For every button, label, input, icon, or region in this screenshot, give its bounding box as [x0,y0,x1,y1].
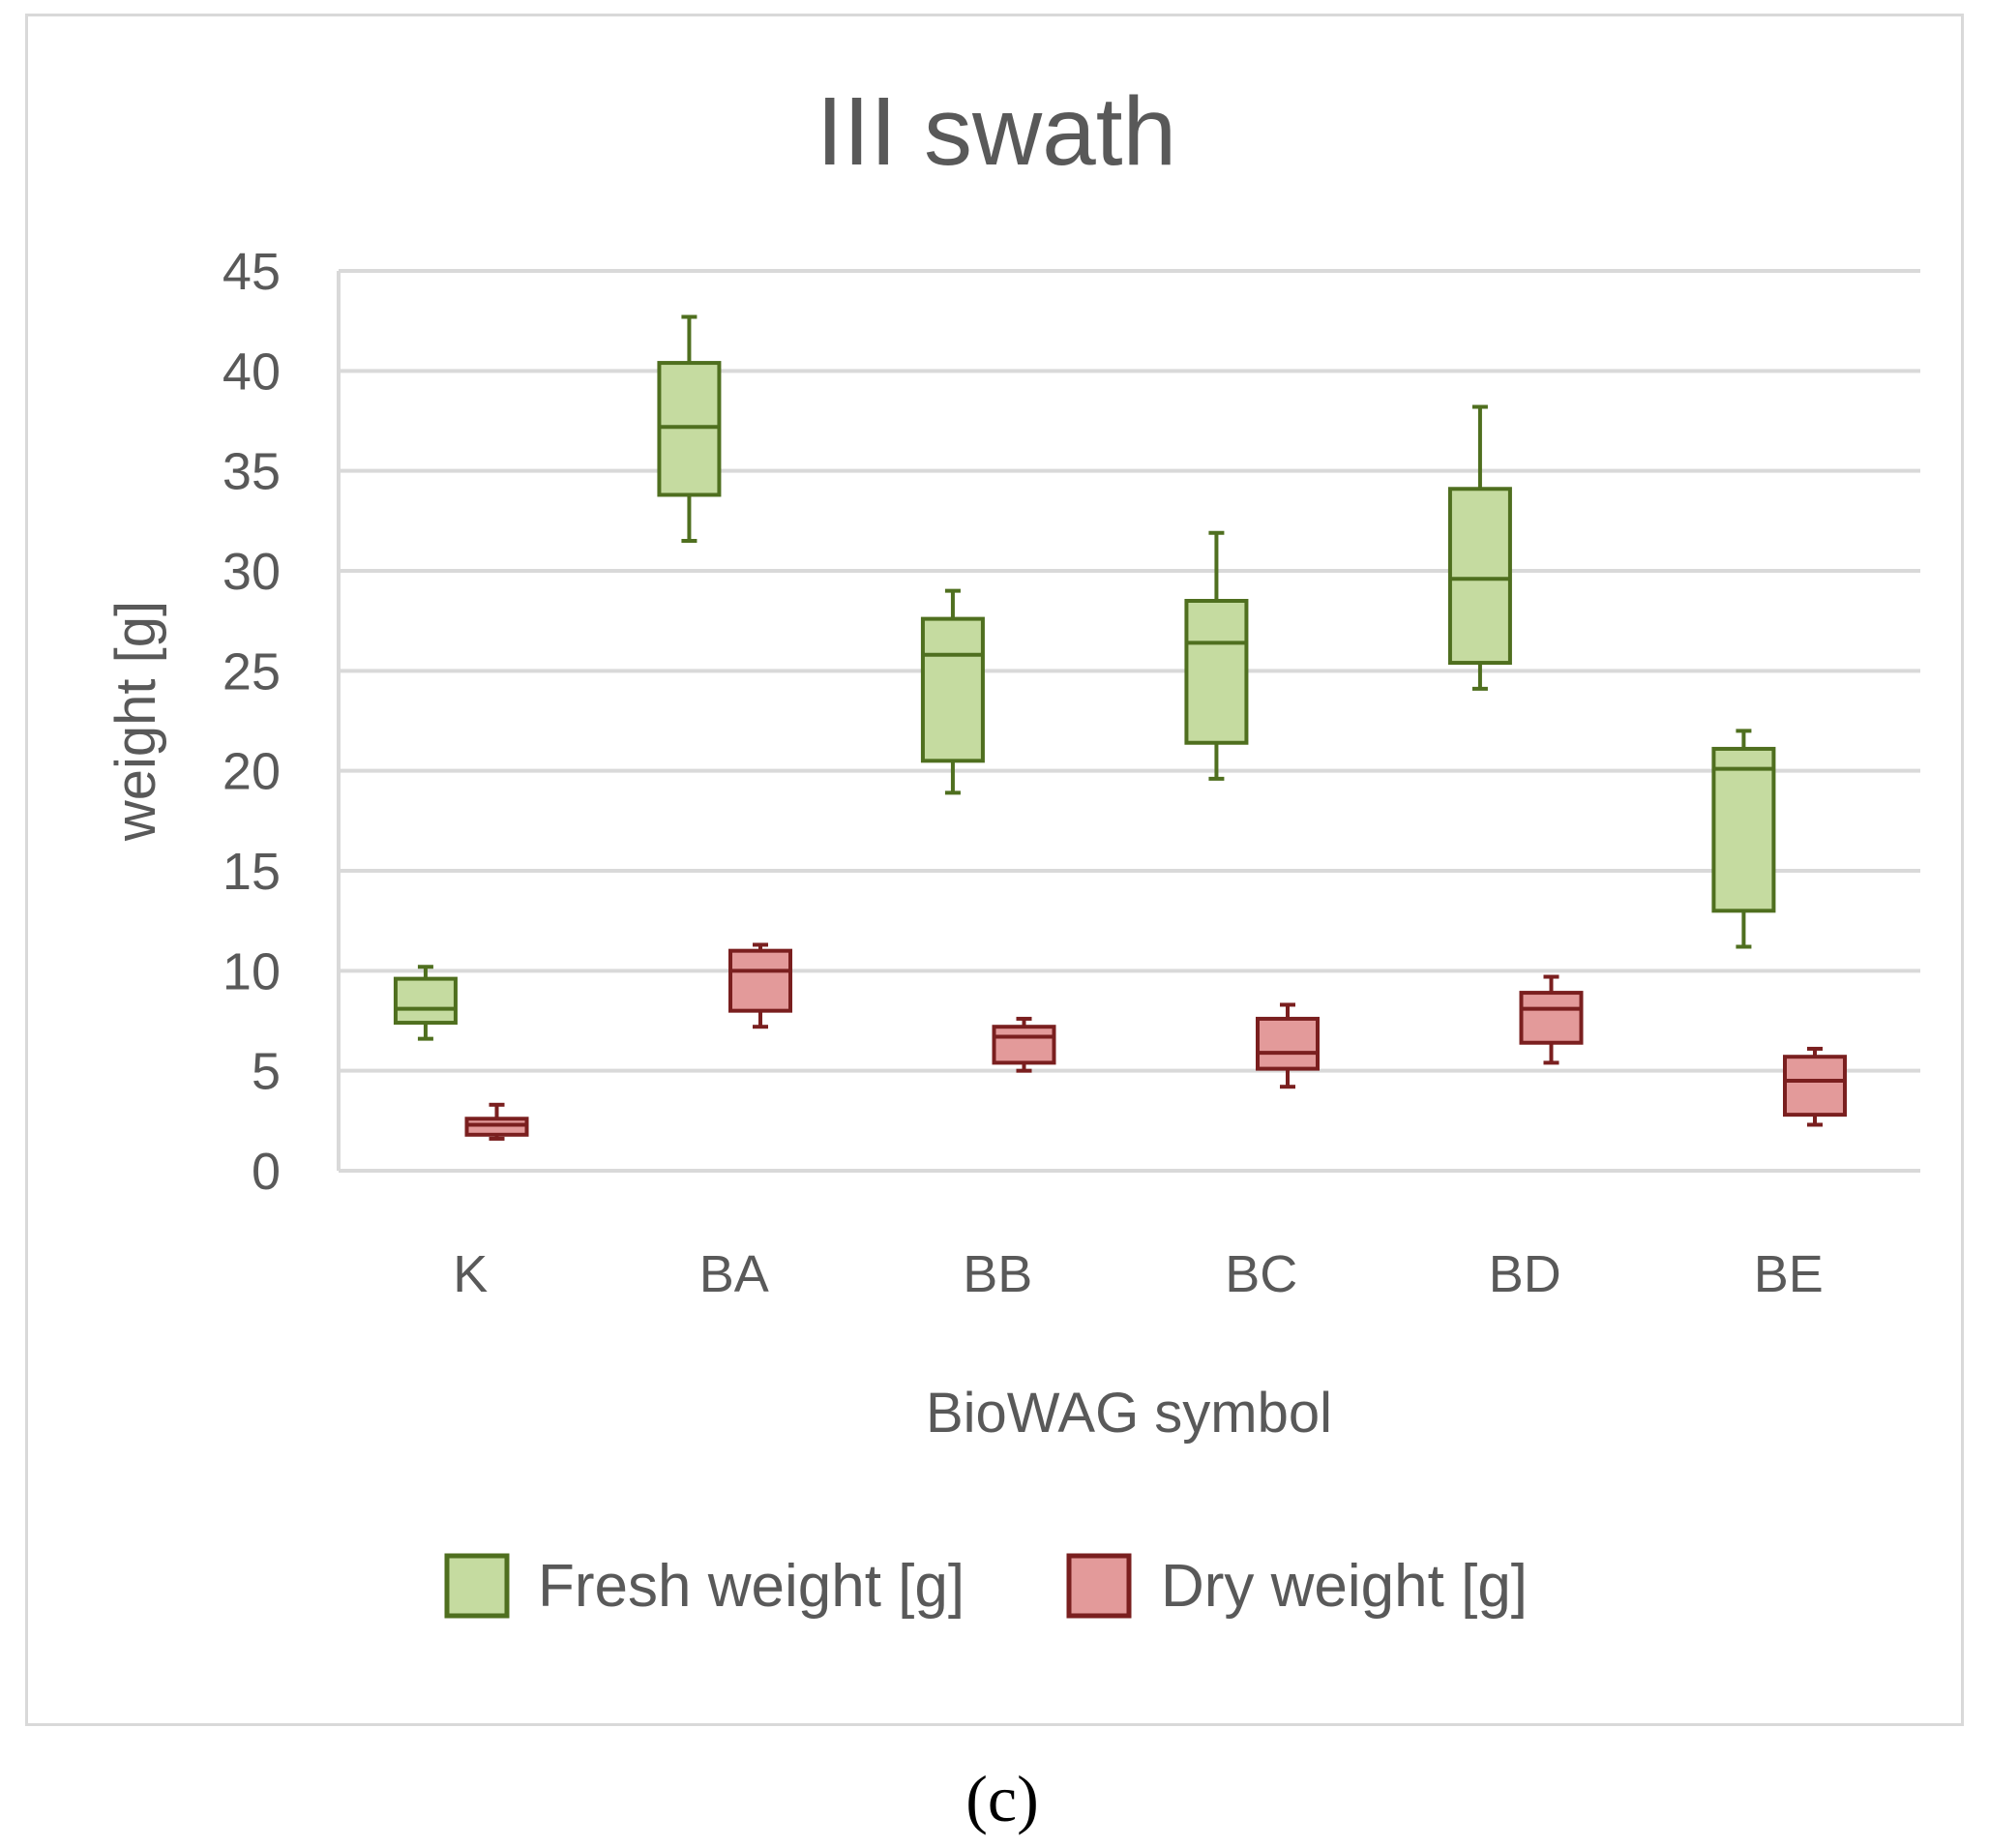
y-tick-label-10: 10 [223,942,281,1000]
box-body-fresh-be [1711,746,1776,913]
chart-title: III swath [816,77,1176,186]
box-dry-be [1783,1046,1847,1127]
y-tick-label-40: 40 [223,343,281,401]
y-tick-label-45: 45 [223,243,281,301]
box-series [393,314,1847,1141]
y-tick-label-5: 5 [252,1043,281,1101]
box-dry-ba [728,942,792,1029]
x-axis-tick-labels: K BA BB BC BD BE [453,1245,1824,1303]
y-tick-label-15: 15 [223,843,281,901]
box-body-dry-bb [992,1025,1056,1065]
box-body-fresh-ba [657,361,722,497]
legend: Fresh weight [g] Dry weight [g] [444,1553,1528,1620]
y-tick-label-20: 20 [223,743,281,801]
box-body-dry-bd [1519,991,1584,1045]
box-dry-bb [992,1016,1056,1073]
box-dry-bd [1519,974,1584,1065]
box-body-fresh-bb [920,616,985,763]
box-fresh-bd [1447,404,1512,691]
x-tick-label-bb: BB [963,1245,1032,1303]
figure-caption: (c) [965,1762,1038,1835]
x-tick-label-be: BE [1754,1245,1824,1303]
y-tick-label-30: 30 [223,543,281,601]
x-tick-label-bd: BD [1489,1245,1561,1303]
box-body-fresh-k [393,976,458,1026]
box-dry-k [464,1102,529,1141]
box-fresh-bb [920,588,985,795]
box-fresh-bc [1184,530,1249,781]
box-body-dry-bc [1256,1016,1320,1071]
y-axis-tick-labels: 0 5 10 15 20 25 30 35 40 45 [223,243,281,1201]
gridlines [337,269,1920,1173]
box-dry-bc [1256,1002,1320,1089]
box-body-dry-ba [728,948,792,1013]
box-body-dry-k [464,1117,529,1137]
legend-label-fresh-weight: Fresh weight [g] [538,1553,965,1620]
box-fresh-k [393,965,458,1041]
y-tick-label-0: 0 [252,1143,281,1201]
x-tick-label-bc: BC [1225,1245,1297,1303]
legend-swatch-fresh-weight [444,1553,510,1619]
box-body-dry-be [1783,1055,1847,1118]
x-tick-label-k: K [453,1245,488,1303]
legend-swatch-dry-weight [1066,1553,1132,1619]
box-body-fresh-bd [1447,487,1512,666]
box-body-fresh-bc [1184,599,1249,745]
box-fresh-be [1711,729,1776,949]
y-axis-title: weight [g] [104,601,167,842]
box-fresh-ba [657,314,722,543]
y-tick-label-25: 25 [223,642,281,700]
x-axis-title: BioWAG symbol [926,1382,1332,1445]
x-tick-label-ba: BA [699,1245,769,1303]
legend-label-dry-weight: Dry weight [g] [1161,1553,1528,1620]
y-tick-label-35: 35 [223,443,281,501]
